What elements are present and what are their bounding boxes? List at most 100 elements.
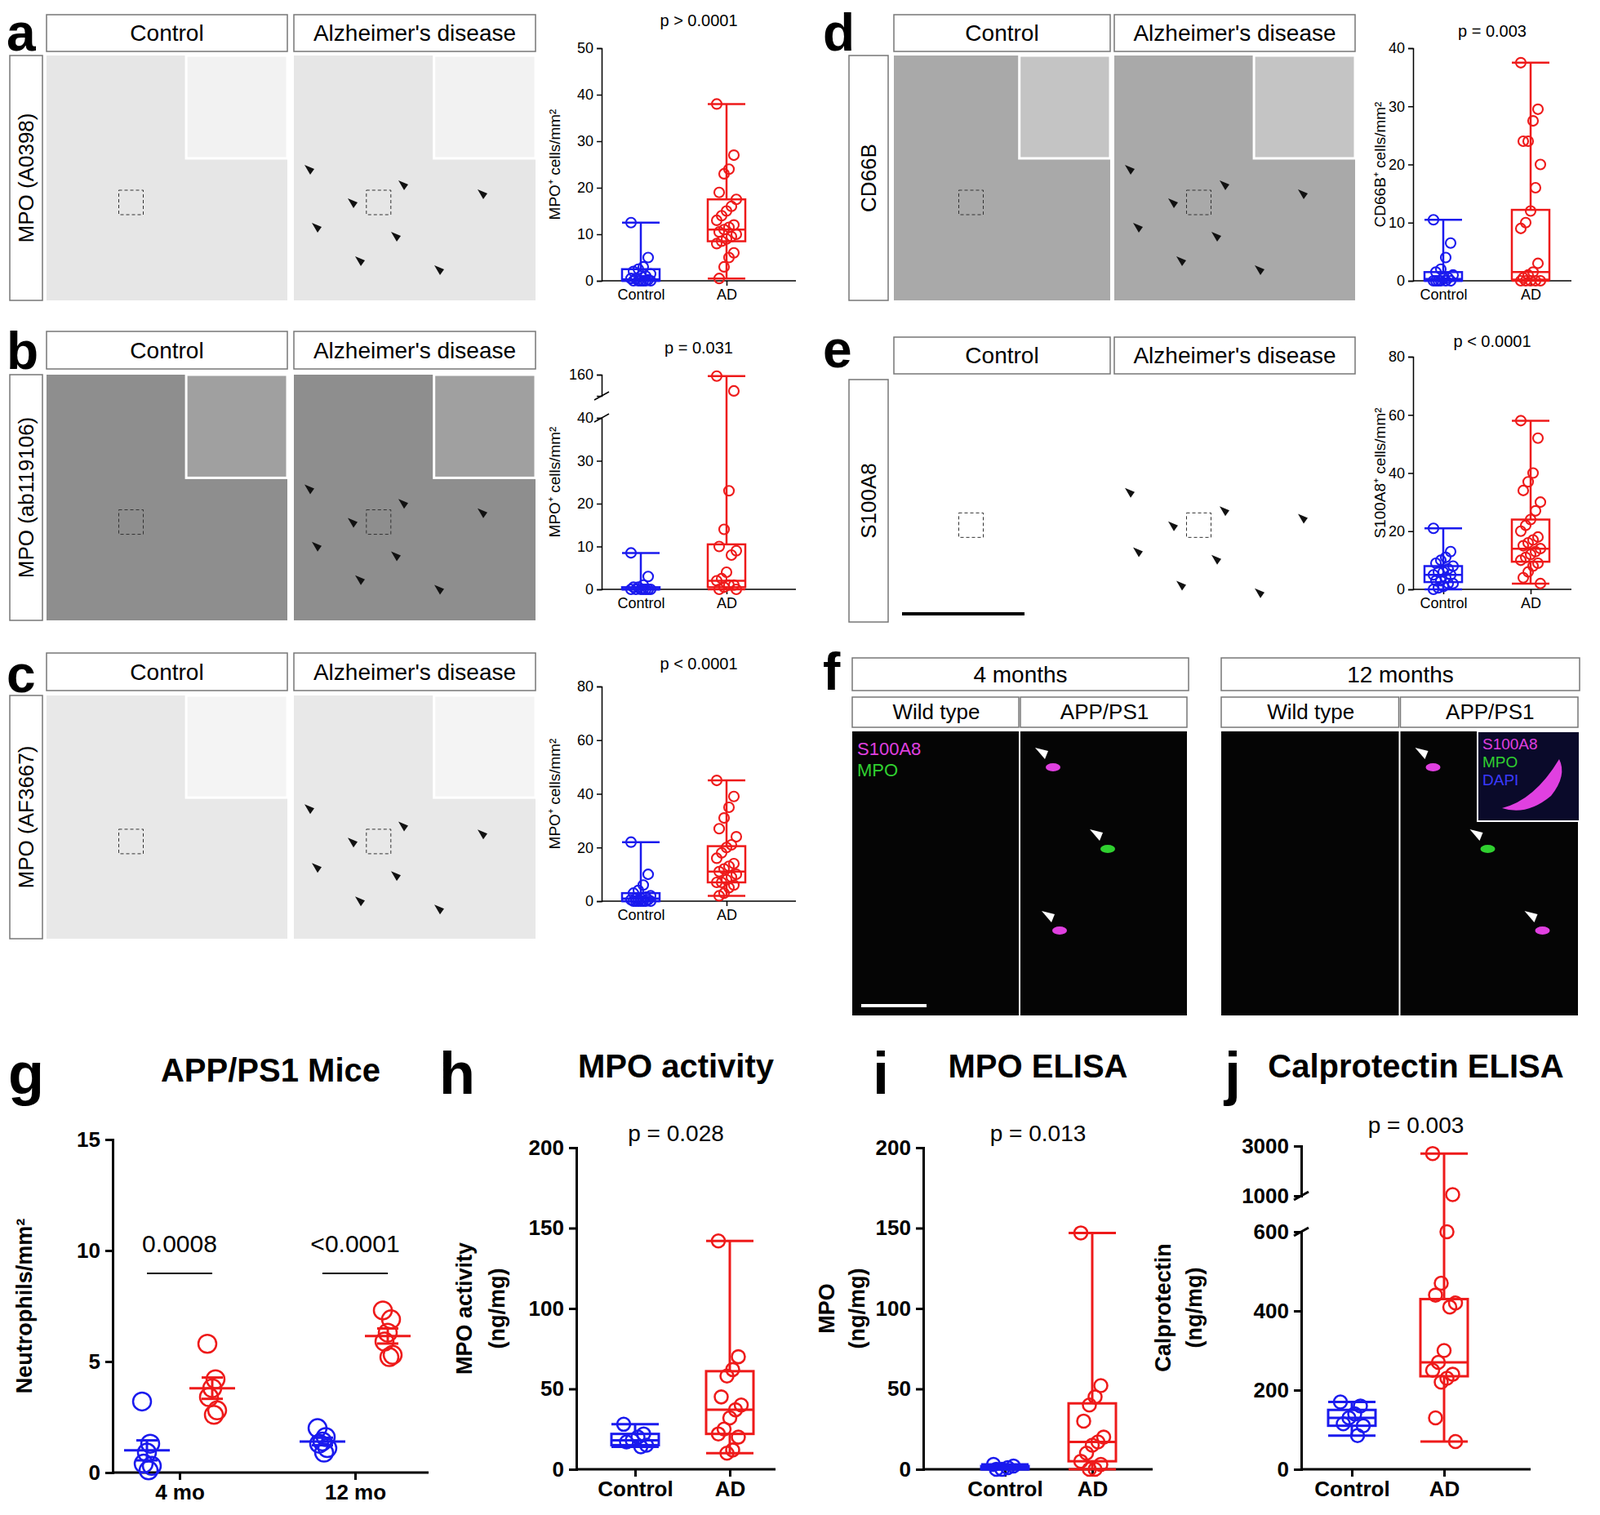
chart: 0510154 mo12 mo0.0008<0.0001APP/PS1 Mice… bbox=[8, 1040, 429, 1505]
chart-title: p = 0.003 bbox=[1457, 22, 1527, 40]
image-panel: f4 monthsWild typeAPP/PS112 monthsWild t… bbox=[822, 642, 1580, 1016]
column-header-box bbox=[852, 697, 1019, 728]
panel-letter: g bbox=[8, 1040, 45, 1107]
arrowhead bbox=[304, 484, 315, 494]
point bbox=[724, 802, 734, 813]
point bbox=[720, 1369, 734, 1383]
image-panel: eS100A8ControlAlzheimer's disease bbox=[822, 320, 1356, 623]
micrograph-inset bbox=[434, 695, 536, 798]
micrograph bbox=[893, 379, 1111, 623]
tick-label: 10 bbox=[577, 226, 594, 243]
panel-letter: h bbox=[439, 1040, 476, 1107]
tick-mark bbox=[568, 1307, 577, 1311]
tick-label: 400 bbox=[1253, 1298, 1289, 1324]
tick: Control bbox=[597, 1469, 673, 1502]
tick-mark bbox=[596, 234, 602, 236]
point bbox=[204, 1405, 223, 1424]
point bbox=[728, 150, 739, 160]
whisker-cap bbox=[1424, 218, 1463, 222]
chart: 020040060010003000ControlADCalprotectin … bbox=[1151, 1040, 1565, 1502]
tick-label: AD bbox=[1520, 595, 1542, 612]
tick-mark bbox=[596, 460, 602, 463]
tick-label: Control bbox=[617, 595, 665, 612]
point bbox=[1440, 253, 1451, 263]
y-axis-label: MPO⁺ cells/mm² bbox=[546, 738, 564, 850]
tick-mark bbox=[1293, 1468, 1302, 1472]
arrowhead bbox=[347, 198, 358, 209]
y-axis: 10003000 bbox=[1241, 1133, 1302, 1209]
point bbox=[133, 1392, 152, 1411]
micrograph bbox=[1114, 379, 1356, 623]
tick-label: 40 bbox=[577, 409, 594, 427]
tick-label: 20 bbox=[577, 840, 594, 857]
marks bbox=[622, 775, 746, 907]
tick: 50 bbox=[887, 1376, 924, 1401]
axis-break bbox=[1293, 1227, 1309, 1236]
arrowhead bbox=[347, 517, 358, 528]
micrograph bbox=[852, 731, 1019, 1016]
row-label-box bbox=[9, 55, 43, 301]
point bbox=[631, 896, 641, 907]
marks bbox=[611, 1234, 754, 1460]
arrowhead bbox=[1219, 506, 1230, 516]
tick-mark bbox=[1408, 472, 1414, 475]
arrowhead bbox=[311, 542, 322, 552]
axis-line bbox=[596, 375, 603, 397]
cell bbox=[1535, 926, 1551, 935]
chart: 050100150200ControlADMPO ELISAp = 0.013i… bbox=[814, 1040, 1153, 1502]
tick-label: 20 bbox=[1388, 156, 1405, 174]
annotation: 0.0008 bbox=[142, 1230, 218, 1258]
tick-label: 0 bbox=[88, 1460, 101, 1485]
error-bar bbox=[211, 1377, 214, 1400]
tick-mark bbox=[915, 1146, 924, 1150]
arrowhead bbox=[391, 551, 401, 561]
tick-label: 150 bbox=[875, 1215, 912, 1240]
row-label: MPO (AF3667) bbox=[13, 746, 39, 889]
tick-label: 0 bbox=[585, 581, 594, 598]
tick-label: 0 bbox=[1396, 272, 1405, 289]
tick: 4 mo bbox=[155, 1472, 205, 1505]
whisker-cap bbox=[707, 779, 746, 783]
point bbox=[1077, 1414, 1091, 1428]
tick: 0 bbox=[585, 581, 602, 598]
significance-line bbox=[322, 1272, 388, 1275]
point bbox=[1445, 238, 1456, 249]
arrowhead bbox=[1211, 555, 1222, 565]
tick-mark bbox=[596, 503, 602, 506]
tick-mark bbox=[1408, 280, 1414, 283]
arrowhead bbox=[1176, 256, 1187, 267]
micrograph bbox=[46, 55, 288, 301]
arrowhead bbox=[398, 821, 409, 832]
micrograph-inset bbox=[434, 374, 536, 478]
tick: 20 bbox=[577, 840, 602, 857]
cell bbox=[1045, 763, 1061, 772]
arrowhead bbox=[311, 862, 322, 873]
tick: AD bbox=[716, 901, 738, 924]
micrograph-inset bbox=[1019, 55, 1111, 159]
group-header: 4 months bbox=[973, 662, 1067, 688]
micrograph-inset bbox=[1019, 379, 1111, 482]
whisker-cap bbox=[611, 1422, 659, 1426]
arrowhead bbox=[1415, 747, 1429, 760]
column-header-box bbox=[293, 331, 536, 369]
arrowhead bbox=[1254, 265, 1265, 276]
point bbox=[1515, 555, 1526, 565]
tick-label: 40 bbox=[1388, 465, 1405, 482]
column-header-box bbox=[1020, 697, 1187, 728]
arrowhead bbox=[304, 804, 315, 814]
point bbox=[711, 98, 722, 109]
tick: 40 bbox=[577, 786, 602, 803]
chart: 020406080ControlADp < 0.0001MPO⁺ cells/m… bbox=[546, 654, 797, 924]
point bbox=[711, 775, 722, 786]
point bbox=[1525, 206, 1536, 217]
axis-line bbox=[568, 1148, 578, 1471]
row-label: MPO (A0398) bbox=[13, 113, 39, 244]
tick-label: 50 bbox=[577, 40, 594, 57]
chart-title: APP/PS1 Mice bbox=[160, 1052, 381, 1089]
y-axis: 051015 bbox=[76, 1127, 113, 1485]
tick: AD bbox=[1520, 589, 1542, 612]
arrowhead bbox=[355, 256, 365, 267]
tick: 20 bbox=[1388, 523, 1414, 540]
box bbox=[707, 846, 746, 883]
point bbox=[1356, 1419, 1370, 1433]
